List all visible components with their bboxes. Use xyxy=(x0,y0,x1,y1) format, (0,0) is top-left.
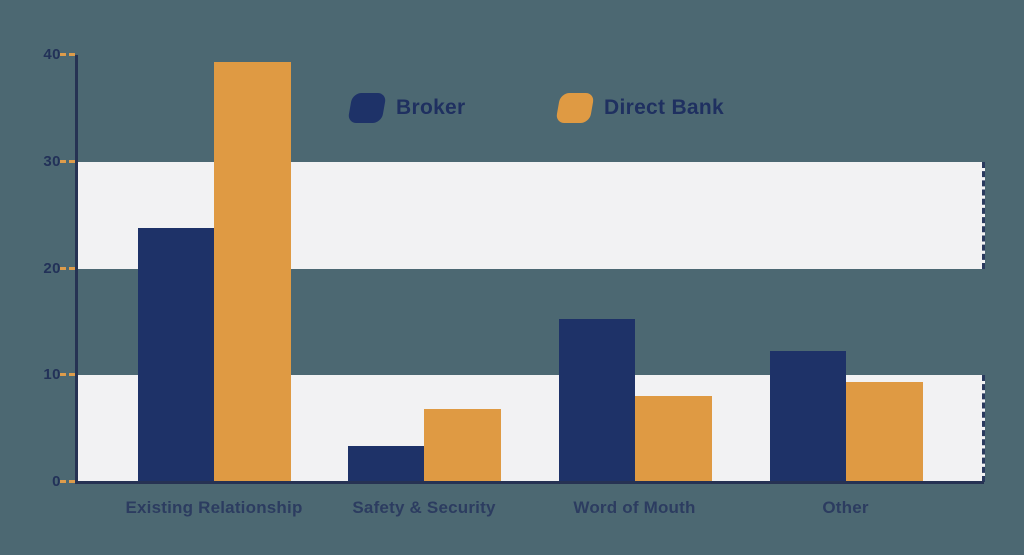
y-axis xyxy=(75,55,78,482)
category-label-word-of-mouth: Word of Mouth xyxy=(573,498,696,517)
legend: Broker Direct Bank xyxy=(0,91,1024,127)
category-label-safety-security: Safety & Security xyxy=(352,498,496,517)
x-axis-baseline xyxy=(75,481,984,484)
y-tick-label-10: 10 xyxy=(43,366,61,384)
y-tick-dash-icon xyxy=(60,480,75,483)
y-tick-label-40: 40 xyxy=(43,46,61,63)
bar-direct-bank-existing-relationship xyxy=(214,62,291,482)
y-tick-label-30: 30 xyxy=(43,152,61,170)
bar-broker-safety-security xyxy=(348,446,424,482)
y-tick-dash-icon xyxy=(60,159,75,163)
bar-broker-word-of-mouth xyxy=(558,319,635,482)
bar-broker-other xyxy=(769,351,846,482)
category-label-other: Other xyxy=(822,498,869,517)
y-tick-label-0: 0 xyxy=(52,473,61,490)
y-tick-dash-icon xyxy=(60,53,75,56)
legend-item-broker: Broker xyxy=(347,91,466,125)
y-tick-dash-icon xyxy=(60,373,75,377)
y-tick-label-20: 20 xyxy=(43,259,61,277)
direct-bank-swatch-icon xyxy=(555,93,595,123)
bar-direct-bank-safety-security xyxy=(424,409,501,482)
category-label-existing-relationship: Existing Relationship xyxy=(125,498,303,517)
bar-direct-bank-other xyxy=(845,382,923,482)
legend-item-direct-bank: Direct Bank xyxy=(555,91,725,125)
legend-label-broker: Broker xyxy=(396,96,466,119)
bar-broker-existing-relationship xyxy=(138,228,214,482)
legend-label-direct-bank: Direct Bank xyxy=(604,96,725,119)
y-tick-dash-icon xyxy=(60,266,75,270)
broker-swatch-icon xyxy=(347,93,387,123)
bar-direct-bank-word-of-mouth xyxy=(634,396,712,482)
